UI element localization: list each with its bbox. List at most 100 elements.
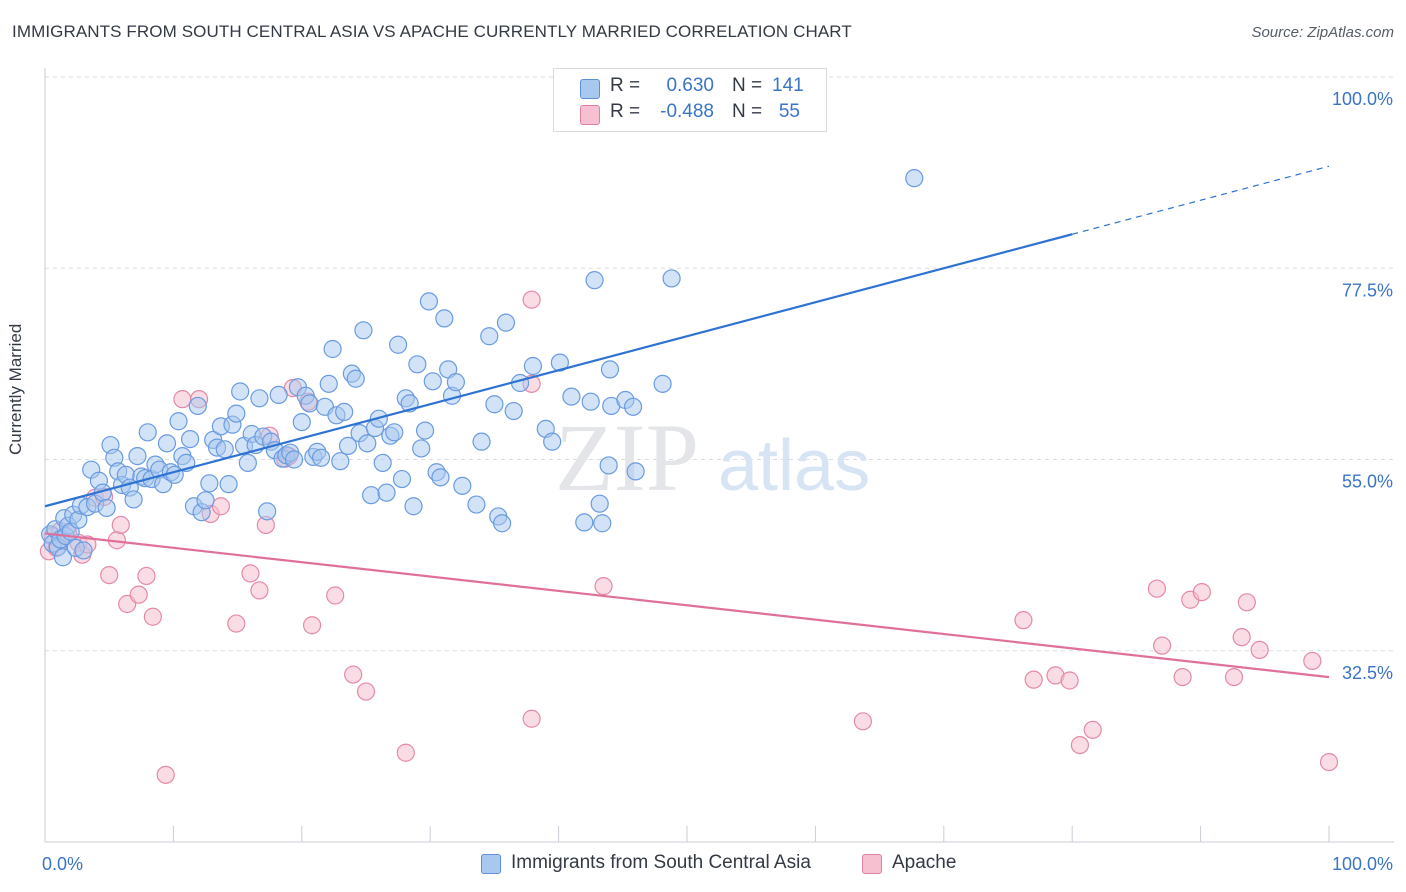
south-central-asia-point [269, 385, 288, 404]
south-central-asia-point [431, 468, 450, 487]
apache-point [1232, 628, 1251, 647]
apache-point [1237, 593, 1256, 612]
apache-point [129, 585, 148, 604]
apache-point [1147, 579, 1167, 598]
south-central-asia-point [124, 490, 143, 509]
series-swatch-pink [862, 854, 882, 874]
x-tick-label: 0.0% [42, 854, 83, 874]
apache-point [137, 566, 156, 586]
apache-point [100, 565, 119, 585]
legend-n-value: 55 [778, 101, 800, 122]
legend-n-label: N = [732, 101, 763, 122]
south-central-asia-point [354, 321, 373, 340]
south-central-asia-point [311, 448, 331, 467]
apache-point [396, 743, 415, 762]
south-central-asia-point [485, 395, 504, 414]
apache-point [1224, 667, 1244, 687]
south-central-asia-point [284, 450, 304, 469]
y-axis-label: Currently Married [6, 323, 25, 455]
apache-point [1319, 752, 1339, 772]
grid-lines [45, 76, 1394, 652]
south-central-asia-point [292, 413, 311, 432]
apache-point [522, 290, 541, 309]
south-central-asia-point [590, 494, 609, 513]
apache-point [1303, 651, 1322, 671]
south-central-asia-point [188, 396, 207, 416]
legend-r-value: -0.488 [660, 101, 714, 122]
apache-point [1014, 611, 1033, 630]
apache-point [156, 765, 175, 784]
apache-point [1250, 640, 1269, 660]
series-name-blue: Immigrants from South Central Asia [511, 852, 811, 873]
apache-point [211, 497, 231, 516]
south-central-asia-point [362, 486, 381, 505]
chart-title: IMMIGRANTS FROM SOUTH CENTRAL ASIA VS AP… [12, 22, 852, 41]
south-central-asia-point [435, 309, 454, 328]
apache-point [302, 616, 322, 635]
legend-r-label: R = [610, 75, 641, 96]
south-central-asia-point [423, 372, 442, 391]
blue-trend-line [44, 233, 1073, 508]
legend-n-value: 141 [772, 75, 804, 96]
apache-point [1192, 582, 1211, 602]
apache-point [1060, 671, 1079, 690]
apache-point [227, 614, 246, 633]
apache-point [111, 515, 130, 535]
south-central-asia-point [238, 453, 257, 472]
series-swatch-blue [481, 854, 501, 874]
apache-point [1152, 636, 1172, 655]
trend-lines [44, 165, 1330, 679]
watermark-atlas: atlas [718, 426, 870, 506]
south-central-asia-point [169, 412, 188, 431]
axes [44, 68, 1394, 843]
south-central-asia-point [196, 491, 215, 510]
south-central-asia-point [319, 374, 338, 393]
south-central-asia-point [258, 502, 277, 521]
apache-point [241, 564, 260, 583]
south-central-asia-point [231, 382, 250, 401]
legend-swatch-pink [580, 105, 600, 125]
south-central-asia-point [480, 327, 499, 346]
apache-point [853, 712, 873, 731]
apache-point [594, 577, 613, 596]
south-central-asia-point [227, 404, 246, 423]
south-central-asia-point [504, 401, 523, 421]
apache-points [39, 290, 1339, 784]
tick-labels: 32.5% 55.0% 77.5% 100.0% 0.0% 100.0% [42, 89, 1393, 874]
south-central-asia-point [623, 397, 643, 416]
south-central-asia-point [157, 434, 177, 453]
pink-trend-line [44, 532, 1330, 679]
south-central-asia-point [346, 369, 365, 388]
south-central-asia-point [74, 541, 93, 560]
south-central-asia-point [523, 356, 543, 376]
apache-point [1173, 667, 1192, 687]
south-central-asia-point [389, 335, 408, 354]
south-central-asia-point [575, 513, 594, 532]
south-central-asia-point [408, 355, 427, 374]
south-central-asia-point [585, 271, 604, 290]
south-central-asia-point [331, 452, 350, 471]
south-central-asia-point [300, 394, 319, 413]
apache-point [1070, 735, 1090, 755]
watermark: ZIP atlas [555, 404, 870, 511]
apache-point [1024, 670, 1043, 689]
apache-point [1083, 720, 1102, 739]
blue-trend-extension [1072, 165, 1330, 235]
south-central-asia-point [453, 476, 472, 495]
south-central-asia-point [467, 495, 486, 514]
south-central-asia-point [219, 475, 238, 494]
south-central-asia-point [250, 389, 269, 408]
south-central-asia-point [496, 313, 516, 332]
south-central-asia-point [215, 440, 234, 459]
south-central-asia-point [653, 374, 672, 393]
apache-point [326, 586, 345, 605]
source-credit: Source: ZipAtlas.com [1251, 24, 1394, 41]
south-central-asia-point [599, 456, 618, 475]
x-tick-label: 100.0% [1332, 854, 1393, 874]
apache-point [522, 709, 541, 728]
south-central-asia-point [446, 373, 465, 392]
apache-point [344, 665, 363, 684]
south-central-asia-point [377, 483, 396, 502]
south-central-asia-point [323, 339, 342, 359]
